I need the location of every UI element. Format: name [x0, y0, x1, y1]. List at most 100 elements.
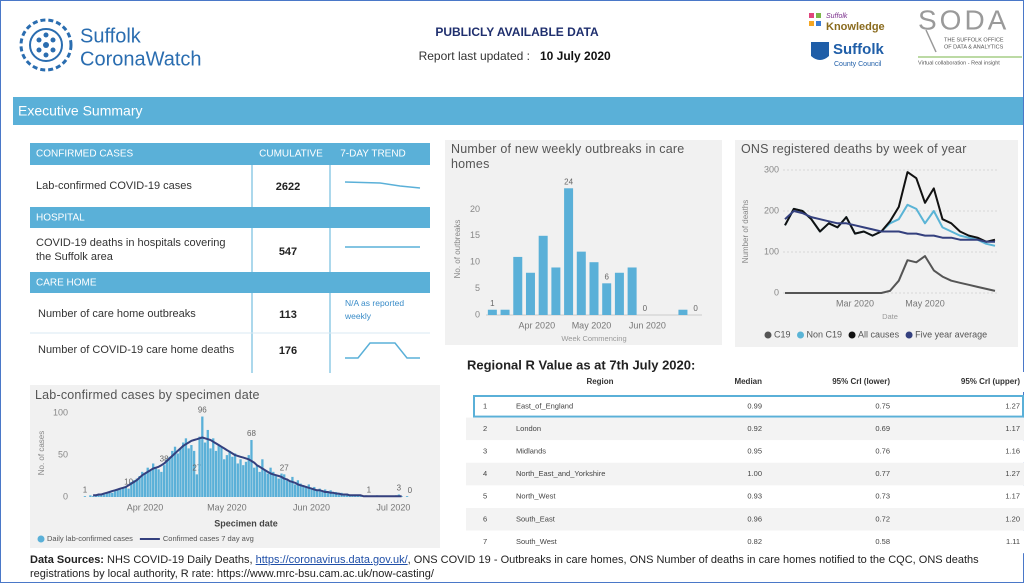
- bar: [203, 442, 207, 497]
- bar: [146, 467, 149, 497]
- data-label: 3: [397, 484, 402, 493]
- section-bar: [13, 97, 1023, 125]
- y-tick-label: 100: [53, 408, 68, 418]
- bar: [326, 491, 330, 497]
- bar: [255, 465, 259, 497]
- column-header: Median: [734, 377, 762, 386]
- bar: [513, 256, 523, 315]
- section-title: Executive Summary: [18, 103, 142, 119]
- table-cell: 1.00: [747, 469, 762, 478]
- bar: [405, 496, 409, 497]
- bar: [310, 488, 313, 497]
- y-tick-label: 20: [470, 204, 480, 214]
- bar: [263, 470, 267, 497]
- y-axis-label: No. of outbreaks: [453, 220, 462, 279]
- bar: [678, 309, 688, 315]
- bar: [105, 492, 108, 497]
- table-row: [466, 440, 1024, 463]
- bar: [116, 490, 119, 497]
- summary-table: CONFIRMED CASES CUMULATIVE 7-DAY TREND L…: [30, 143, 430, 373]
- data-label: 1: [490, 299, 495, 308]
- bar: [564, 188, 574, 315]
- bar: [154, 466, 158, 497]
- data-label: 10: [124, 478, 133, 487]
- bar: [538, 235, 548, 315]
- table-cell: 0.99: [747, 401, 762, 410]
- header-cell: CUMULATIVE: [259, 149, 323, 160]
- bar: [400, 496, 403, 497]
- y-axis-label: No. of cases: [37, 431, 46, 475]
- bar: [91, 496, 95, 497]
- column-header: Region: [586, 377, 613, 386]
- bar: [152, 463, 155, 497]
- data-label: 24: [564, 177, 573, 186]
- logo-text: SODA: [918, 4, 1009, 35]
- bar: [318, 488, 321, 497]
- column-header: 95% CrI (upper): [961, 377, 1020, 386]
- bar: [143, 473, 147, 497]
- chart-title-box: ONS registered deaths by week of year: [741, 142, 966, 156]
- y-tick-label: 0: [475, 309, 480, 319]
- table-header: [466, 372, 1024, 392]
- bar: [233, 453, 237, 497]
- partner-logos: Suffolk Knowledge Suffolk County Council…: [809, 4, 1022, 68]
- table-cell: East_of_England: [516, 401, 573, 410]
- logo-icon: [19, 18, 73, 72]
- bar: [97, 495, 100, 497]
- bar: [277, 478, 280, 497]
- bar: [171, 450, 174, 497]
- logo-text: County Council: [834, 61, 882, 68]
- footer-link[interactable]: https://coronavirus.data.gov.uk/: [255, 554, 408, 566]
- x-tick-label: May 2020: [905, 298, 945, 308]
- bar: [141, 471, 144, 497]
- footer-text: , ONS COVID 19 - Outbreaks in care homes…: [30, 554, 979, 580]
- data-label: 68: [247, 429, 256, 438]
- row-label: Number of COVID-19 care home deaths: [38, 344, 235, 356]
- x-tick-label: Apr 2020: [127, 502, 164, 512]
- row-label: Lab-confirmed COVID-19 cases: [36, 180, 192, 192]
- bar: [228, 450, 231, 497]
- row-index: 3: [483, 446, 487, 455]
- bar: [337, 493, 340, 497]
- legend-label: Five year average: [915, 329, 987, 339]
- data-label: 27: [192, 463, 201, 472]
- row-value: 547: [279, 246, 297, 258]
- bar: [225, 455, 229, 497]
- legend-swatch: [905, 331, 913, 339]
- bar: [223, 459, 226, 497]
- bar: [313, 486, 316, 497]
- data-label: 0: [693, 304, 698, 313]
- updated-label: Report last updated :: [419, 49, 530, 63]
- bar: [157, 469, 160, 497]
- table-cell: 0.75: [875, 401, 890, 410]
- table-cell: 1.17: [1005, 492, 1020, 501]
- chart-title: Number of new weekly outbreaks in care h…: [451, 142, 685, 171]
- data-label: 0: [408, 486, 413, 495]
- bar: [198, 436, 201, 497]
- table-row: [466, 530, 1024, 554]
- line: [784, 171, 996, 243]
- row-value: 113: [279, 309, 297, 321]
- table-cell: 1.20: [1005, 514, 1020, 523]
- chart-title: Lab-confirmed cases by specimen date: [35, 388, 260, 402]
- logo-text: Knowledge: [826, 21, 885, 33]
- bar: [280, 473, 283, 497]
- row-index: 2: [483, 424, 487, 433]
- bar: [302, 485, 305, 497]
- bar: [525, 272, 535, 315]
- table-row: [466, 462, 1024, 486]
- bar: [206, 429, 209, 497]
- bar: [89, 495, 92, 497]
- row-label: Number of care home outbreaks: [38, 308, 196, 320]
- table-cell: 0.77: [875, 469, 890, 478]
- chart-title-box: Number of new weekly outbreaks in care h…: [451, 142, 685, 171]
- app-title: CoronaWatch: [80, 48, 202, 70]
- bar: [274, 476, 278, 497]
- line: [784, 210, 995, 243]
- bar: [138, 476, 141, 497]
- bar: [201, 416, 204, 497]
- table-cell: 0.73: [875, 492, 890, 501]
- bar: [173, 446, 177, 497]
- bar: [179, 448, 182, 497]
